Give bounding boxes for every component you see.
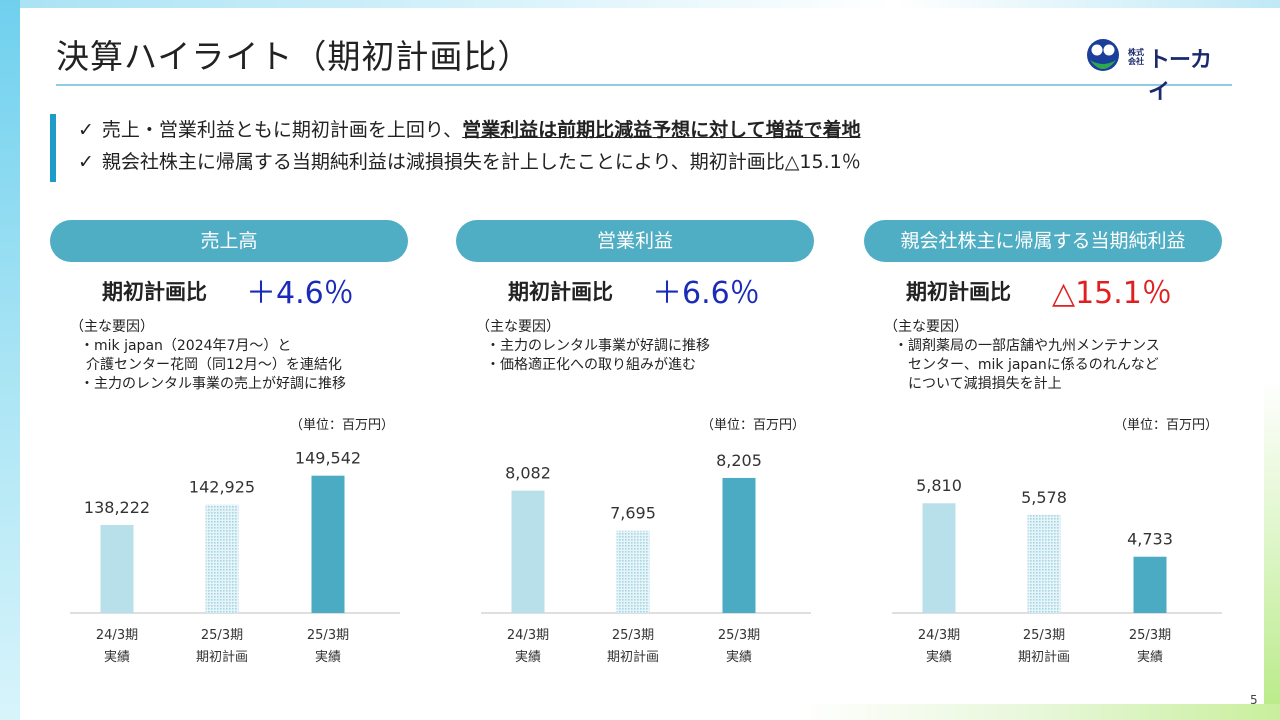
unit-label: （単位：百万円） [290, 418, 395, 433]
category-label: 実績 [1137, 649, 1163, 665]
highlight-emphasis: 営業利益は前期比減益予想に対して増益で着地 [462, 119, 861, 141]
highlight-text: 売上・営業利益ともに期初計画を上回り、 [101, 119, 463, 141]
highlights-box: ✓ 売上・営業利益ともに期初計画を上回り、営業利益は前期比減益予想に対して増益で着… [50, 114, 1170, 182]
factors-list: （主な要因） ・調剤薬局の一部店舗や九州メンテナンス センター、mik japa… [884, 318, 1224, 394]
factor-item: ・主力のレンタル事業が好調に推移 [486, 338, 710, 354]
unit-label: （単位：百万円） [701, 418, 806, 433]
bar-value-label: 8,205 [716, 451, 762, 470]
logo-name: トーカイ [1148, 48, 1212, 105]
category-label: 実績 [726, 649, 752, 665]
factor-item: ・調剤薬局の一部店舗や九州メンテナンス [894, 338, 1160, 354]
bar-2 [1027, 514, 1061, 613]
top-decoration [0, 0, 1280, 8]
logo-mark-icon [1087, 39, 1119, 71]
ratio-label: 期初計画比 [906, 280, 1011, 304]
factors-list: （主な要因） ・主力のレンタル事業が好調に推移 ・価格適正化への取り組みが進む [476, 318, 816, 375]
factors-list: （主な要因） ・mik japan（2024年7月～）と 介護センター花岡（同1… [70, 318, 410, 394]
category-label: 25/3期 [1129, 628, 1171, 643]
bar-3 [1133, 556, 1167, 613]
bar-value-label: 138,222 [84, 498, 150, 517]
bar-value-label: 8,082 [505, 464, 551, 483]
category-label: 実績 [104, 649, 130, 665]
category-label: 期初計画 [1018, 649, 1070, 665]
category-label: 24/3期 [918, 628, 960, 643]
operating-income-chart: 8,082 24/3期実績 7,695 25/3期期初計画 8,205 25/3期実績 [481, 425, 811, 680]
factor-item: センター、mik japanに係るのれんなど [908, 357, 1159, 373]
bar-1 [922, 503, 956, 613]
bar-2 [616, 530, 650, 613]
category-label: 期初計画 [196, 649, 248, 665]
factor-item: ・mik japan（2024年7月～）と [80, 338, 292, 354]
company-logo: 株式 会社 トーカイ [1086, 38, 1226, 105]
factor-item: 介護センター花岡（同12月～）を連結化 [86, 357, 342, 373]
factor-item: ・主力のレンタル事業の売上が好調に推移 [80, 376, 346, 392]
category-label: 24/3期 [96, 628, 138, 643]
sales-column: 売上高 期初計画比 ＋4.6％ （主な要因） ・mik japan（2024年7… [50, 220, 408, 680]
unit-label: （単位：百万円） [1114, 418, 1219, 433]
factor-item: について減損損失を計上 [908, 376, 1062, 392]
bar-3 [722, 477, 756, 613]
bar-3 [311, 475, 345, 613]
sales-chart: 138,222 24/3期実績 142,925 25/3期期初計画 149,542 25/… [70, 425, 400, 680]
bar-value-label: 142,925 [189, 478, 255, 497]
bar-value-label: 4,733 [1127, 530, 1173, 549]
title-divider [56, 84, 1232, 86]
category-label: 実績 [315, 649, 341, 665]
column-header: 営業利益 [456, 220, 814, 262]
logo-kabushiki: 株式 会社 [1128, 48, 1144, 66]
highlight-line-2: ✓ 親会社株主に帰属する当期純利益は減損損失を計上したことにより、期初計画比△15… [78, 146, 1170, 178]
bar-value-label: 5,578 [1021, 488, 1067, 507]
highlight-line-1: ✓ 売上・営業利益ともに期初計画を上回り、営業利益は前期比減益予想に対して増益で着… [78, 114, 1170, 146]
net-income-column: 親会社株主に帰属する当期純利益 期初計画比 △15.1％ （主な要因） ・調剤薬… [864, 220, 1222, 680]
category-label: 25/3期 [1023, 628, 1065, 643]
highlight-text: 親会社株主に帰属する当期純利益は減損損失を計上したことにより、期初計画比△15.… [101, 151, 861, 173]
factors-heading: （主な要因） [70, 319, 154, 335]
check-icon: ✓ [78, 151, 94, 173]
net-income-chart: 5,810 24/3期実績 5,578 25/3期期初計画 4,733 25/3期実績 [892, 425, 1222, 680]
category-label: 25/3期 [201, 628, 243, 643]
category-label: 実績 [926, 649, 952, 665]
ratio-value: △15.1％ [1052, 276, 1172, 311]
bar-2 [205, 504, 239, 613]
ratio-value: ＋4.6％ [246, 276, 354, 311]
category-label: 25/3期 [718, 628, 760, 643]
operating-income-column: 営業利益 期初計画比 ＋6.6％ （主な要因） ・主力のレンタル事業が好調に推移… [456, 220, 814, 680]
category-label: 期初計画 [607, 649, 659, 665]
bottom-decoration [800, 704, 1280, 720]
category-label: 25/3期 [612, 628, 654, 643]
column-header: 売上高 [50, 220, 408, 262]
ratio-label: 期初計画比 [508, 280, 613, 304]
bar-value-label: 7,695 [610, 504, 656, 523]
check-icon: ✓ [78, 119, 94, 141]
bar-value-label: 149,542 [295, 449, 361, 468]
ratio-value: ＋6.6％ [652, 276, 760, 311]
bar-1 [511, 490, 545, 613]
factor-item: ・価格適正化への取り組みが進む [486, 357, 696, 373]
category-label: 24/3期 [507, 628, 549, 643]
factors-heading: （主な要因） [476, 319, 560, 335]
page-number: 5 [1250, 693, 1258, 707]
bar-value-label: 5,810 [916, 476, 962, 495]
page-title: 決算ハイライト（期初計画比） [56, 37, 532, 76]
category-label: 25/3期 [307, 628, 349, 643]
column-header: 親会社株主に帰属する当期純利益 [864, 220, 1222, 262]
ratio-label: 期初計画比 [102, 280, 207, 304]
category-label: 実績 [515, 649, 541, 665]
factors-heading: （主な要因） [884, 319, 968, 335]
left-decoration [0, 0, 20, 720]
bar-1 [100, 524, 134, 613]
right-decoration [1260, 380, 1280, 720]
